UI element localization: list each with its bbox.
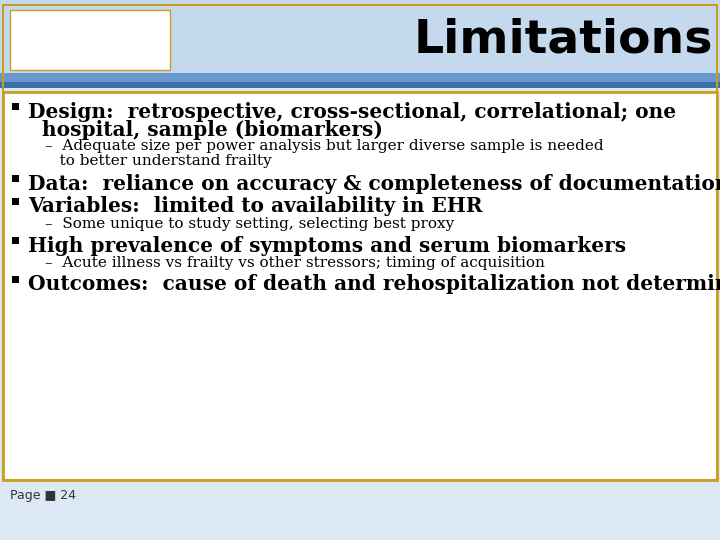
Text: Page ■ 24: Page ■ 24 xyxy=(10,489,76,502)
Text: –  Some unique to study setting, selecting best proxy: – Some unique to study setting, selectin… xyxy=(45,217,454,231)
Text: –  Adequate size per power analysis but larger diverse sample is needed: – Adequate size per power analysis but l… xyxy=(45,139,603,153)
Text: Limitations: Limitations xyxy=(413,17,713,63)
Text: Outcomes:  cause of death and rehospitalization not determined: Outcomes: cause of death and rehospitali… xyxy=(28,274,720,294)
Text: Design:  retrospective, cross-sectional, correlational; one: Design: retrospective, cross-sectional, … xyxy=(28,102,676,122)
Bar xyxy=(12,237,19,244)
Bar xyxy=(12,275,19,282)
Bar xyxy=(0,73,720,85)
Text: Variables:  limited to availability in EHR: Variables: limited to availability in EH… xyxy=(28,197,482,217)
Bar xyxy=(3,5,717,480)
Bar xyxy=(12,103,19,110)
Bar xyxy=(12,198,19,205)
Text: High prevalence of symptoms and serum biomarkers: High prevalence of symptoms and serum bi… xyxy=(28,235,626,255)
Text: Data:  reliance on accuracy & completeness of documentation: Data: reliance on accuracy & completenes… xyxy=(28,174,720,194)
Bar xyxy=(0,82,720,88)
Text: hospital, sample (biomarkers): hospital, sample (biomarkers) xyxy=(42,120,383,140)
Text: to better understand frailty: to better understand frailty xyxy=(45,153,271,167)
Bar xyxy=(12,175,19,182)
Bar xyxy=(3,92,717,480)
Text: –  Acute illness vs frailty vs other stressors; timing of acquisition: – Acute illness vs frailty vs other stre… xyxy=(45,256,545,270)
Bar xyxy=(3,92,717,480)
Bar xyxy=(0,0,720,85)
Bar xyxy=(10,10,170,70)
